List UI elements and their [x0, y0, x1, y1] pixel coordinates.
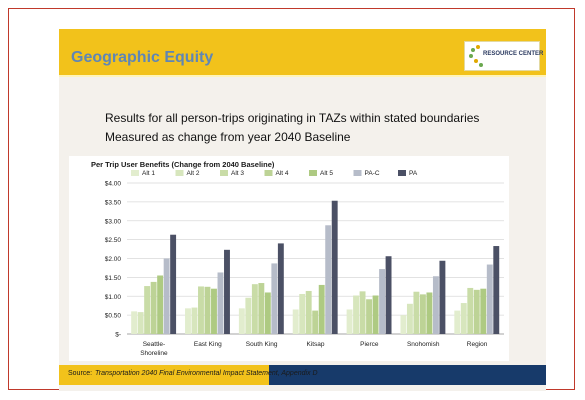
logo-dot-icon: [474, 59, 478, 63]
bar: [217, 272, 224, 334]
y-tick-label: $0.50: [105, 313, 122, 320]
header-divider: [59, 75, 546, 77]
x-tick-label: Kitsap: [306, 341, 324, 348]
resource-center-logo: RESOURCE CENTER: [464, 41, 544, 71]
bar: [137, 312, 144, 334]
bar: [406, 303, 413, 334]
bar: [299, 293, 306, 334]
slide: Geographic Equity RESOURCE CENTER Result…: [59, 29, 546, 391]
legend-swatch: [220, 170, 228, 176]
y-tick-label: $3.50: [105, 199, 122, 206]
x-tick-label: South King: [246, 341, 278, 348]
legend-label: Alt 1: [142, 170, 155, 177]
legend-swatch: [175, 170, 184, 176]
bar: [277, 243, 284, 334]
y-tick-label: $3.00: [105, 218, 122, 225]
slide-title: Geographic Equity: [71, 49, 214, 66]
legend-swatch: [131, 170, 139, 176]
footer-source-citation: Transportation 2040 Final Environmental …: [95, 370, 318, 377]
bar-chart: Per Trip User Benefits (Change from 2040…: [69, 156, 509, 361]
bar: [150, 281, 157, 334]
x-tick-label: Region: [467, 341, 488, 348]
footer-source-label: Source:: [68, 370, 93, 377]
bar: [359, 291, 366, 334]
legend-label: Alt 2: [187, 170, 200, 177]
x-tick-label: Pierce: [360, 341, 379, 348]
logo-dot-icon: [479, 63, 483, 67]
chart-title: Per Trip User Benefits (Change from 2040…: [91, 160, 275, 169]
subtitle-line: Measured as change from year 2040 Baseli…: [105, 130, 351, 144]
logo-dot-icon: [471, 48, 475, 52]
logo-dot-icon: [469, 54, 473, 58]
y-tick-label: $1.50: [105, 275, 122, 282]
legend-label: PA-C: [365, 170, 380, 177]
bar: [372, 295, 379, 334]
bar: [460, 303, 467, 334]
bar: [211, 288, 217, 334]
bar: [454, 310, 461, 334]
bar: [473, 289, 480, 334]
slide-frame: Geographic Equity RESOURCE CENTER Result…: [8, 8, 575, 391]
bar: [486, 264, 493, 334]
bar: [480, 288, 487, 334]
bar: [238, 308, 245, 334]
legend-swatch: [398, 170, 406, 176]
slide-subtitle: Results for all person-trips originating…: [105, 109, 479, 147]
legend-swatch: [309, 170, 317, 176]
bar: [185, 308, 191, 334]
logo-text: RESOURCE CENTER: [483, 51, 544, 57]
bar: [432, 276, 439, 334]
bar: [413, 291, 420, 334]
bar: [264, 292, 271, 334]
legend-label: PA: [409, 170, 418, 177]
legend-label: Alt 3: [231, 170, 244, 177]
bar: [204, 286, 211, 334]
bar: [258, 283, 265, 334]
bar: [157, 275, 164, 334]
bar: [198, 286, 204, 334]
bar: [439, 260, 446, 334]
y-tick-label: $2.00: [105, 256, 122, 263]
bar: [131, 311, 138, 334]
bar: [493, 246, 500, 334]
bar: [400, 315, 407, 334]
subtitle-line: Results for all person-trips originating…: [105, 111, 480, 125]
bar: [271, 263, 278, 334]
bar: [163, 258, 170, 334]
bar: [353, 295, 360, 334]
bar: [251, 284, 258, 334]
bar: [305, 290, 312, 334]
bar: [379, 269, 386, 334]
x-tick-label: Shoreline: [140, 350, 168, 357]
y-tick-label: $2.50: [105, 237, 122, 244]
bar: [318, 284, 325, 334]
bar: [245, 297, 252, 334]
bar: [366, 299, 373, 334]
bar: [325, 225, 332, 334]
bar: [346, 309, 353, 334]
footer-accent: [59, 365, 269, 385]
bar: [224, 249, 230, 334]
logo-dot-icon: [476, 45, 480, 49]
bar: [191, 307, 198, 334]
legend-label: Alt 5: [320, 170, 333, 177]
bar: [426, 292, 433, 334]
legend-swatch: [353, 170, 362, 176]
y-tick-label: $4.00: [105, 181, 122, 188]
legend-swatch: [264, 170, 273, 176]
bar: [170, 234, 177, 334]
bar: [292, 309, 299, 334]
bar: [385, 256, 392, 334]
y-tick-label: $1.00: [105, 294, 122, 301]
bar: [331, 200, 338, 334]
bar: [467, 287, 474, 334]
bar: [419, 294, 426, 334]
y-tick-label: $-: [115, 332, 121, 339]
x-tick-label: Snohomish: [407, 341, 440, 348]
bar: [144, 286, 151, 334]
x-tick-label: Seattle-: [143, 341, 165, 348]
legend-label: Alt 4: [276, 170, 289, 177]
bar: [312, 310, 319, 334]
x-tick-label: East King: [194, 341, 222, 348]
